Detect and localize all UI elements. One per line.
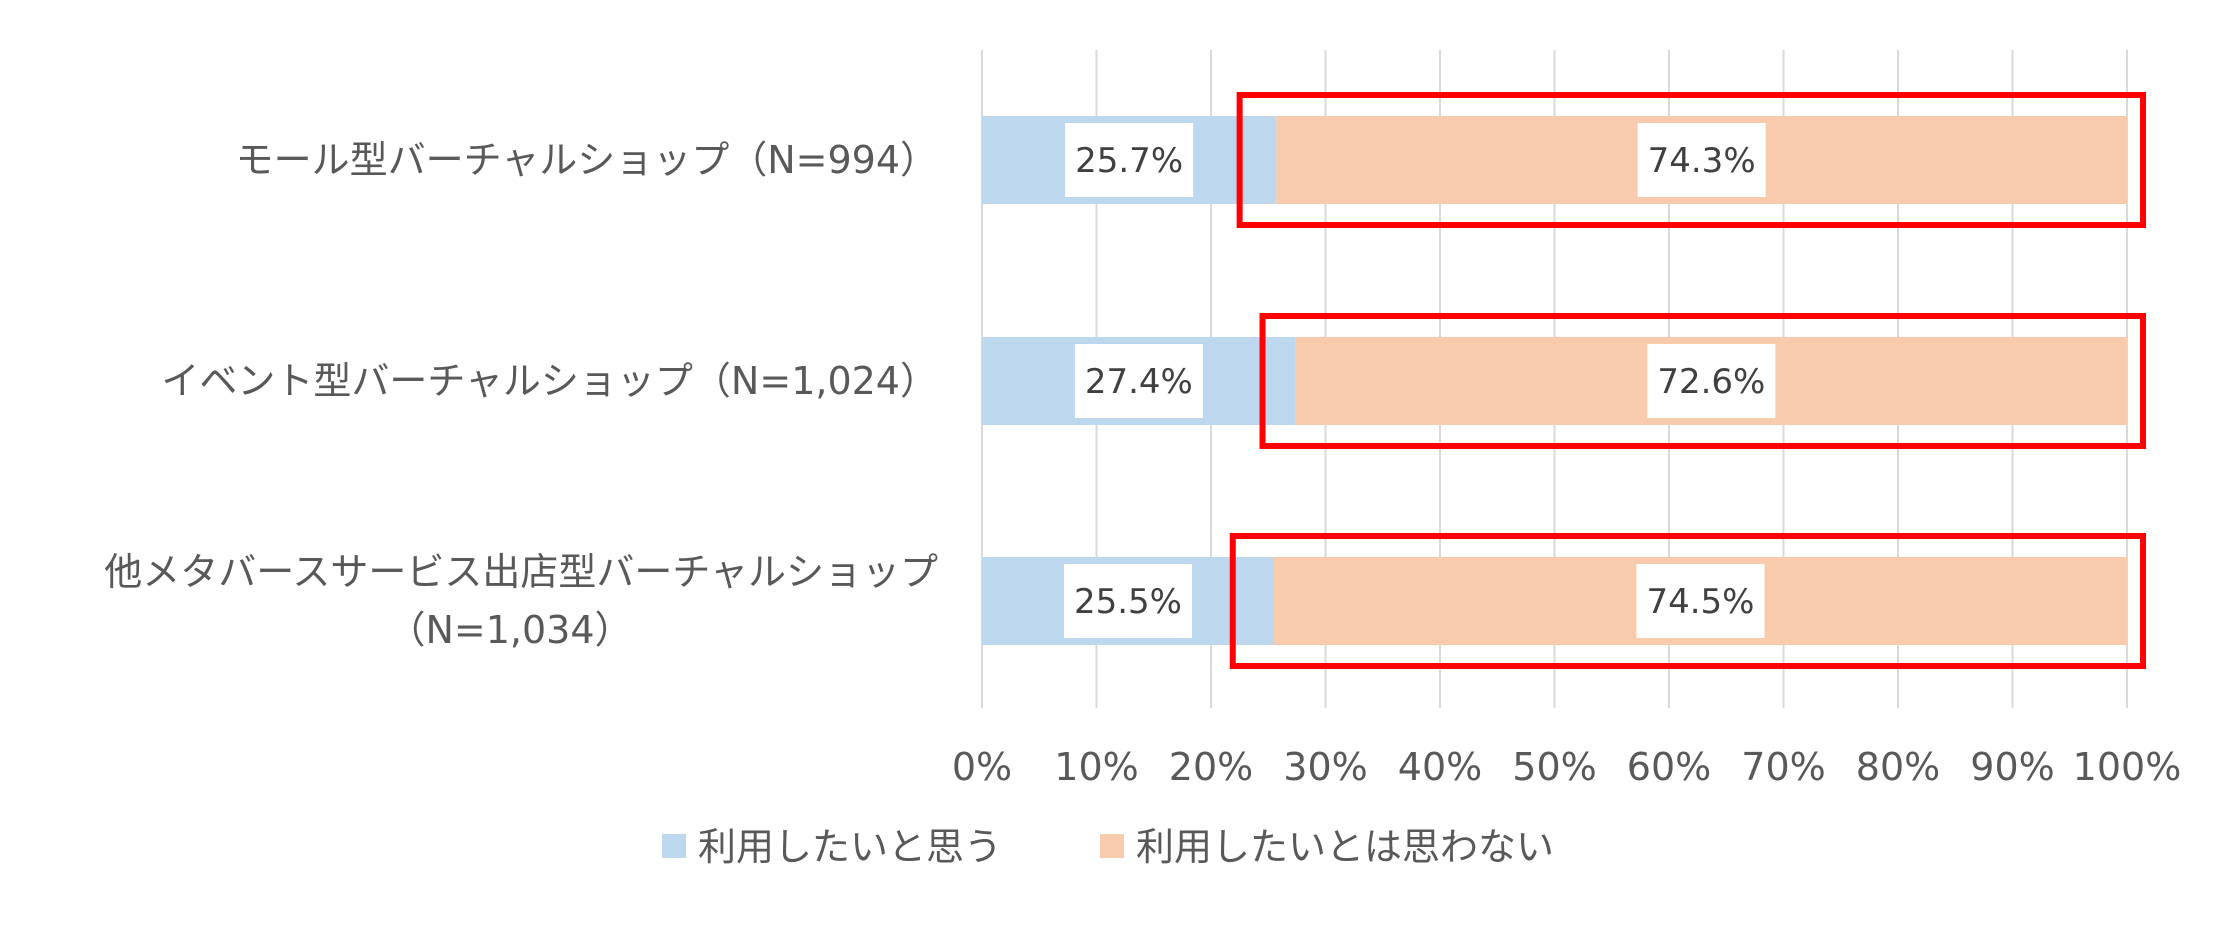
data-label: 74.3% [1648,141,1756,181]
data-label: 25.7% [1075,141,1183,181]
legend-swatch [1100,834,1124,858]
legend-label: 利用したいと思う [698,825,1002,869]
data-label: 27.4% [1085,362,1193,402]
category-label: 他メタバースサービス出店型バーチャルショップ [104,550,938,594]
data-label-box [1637,123,1766,197]
category-label: イベント型バーチャルショップ（N=1,024） [161,359,938,403]
highlight-box [1259,313,2147,449]
x-tick-label: 40% [1398,745,1482,789]
x-tick-label: 30% [1283,745,1367,789]
data-label-box [1647,344,1776,418]
data-label-box [1065,123,1194,197]
data-label-box [1636,564,1765,638]
data-label: 25.5% [1074,582,1182,622]
x-tick-label: 90% [1970,745,2054,789]
x-tick-label: 60% [1627,745,1711,789]
category-label: モール型バーチャルショップ（N=994） [236,138,938,182]
data-label-box [1063,564,1192,638]
highlight-box [1229,533,2147,669]
data-label: 72.6% [1657,362,1765,402]
category-label: （N=1,034） [387,608,632,652]
highlight-box [1236,92,2147,228]
x-tick-label: 20% [1169,745,1253,789]
data-label: 74.5% [1646,582,1754,622]
x-tick-label: 70% [1741,745,1825,789]
x-tick-label: 0% [952,745,1012,789]
legend-swatch [662,834,686,858]
x-tick-label: 50% [1512,745,1596,789]
x-tick-label: 10% [1054,745,1138,789]
x-tick-label: 80% [1856,745,1940,789]
legend-label: 利用したいとは思わない [1136,825,1554,869]
data-label-box [1074,344,1203,418]
x-tick-label: 100% [2073,745,2182,789]
